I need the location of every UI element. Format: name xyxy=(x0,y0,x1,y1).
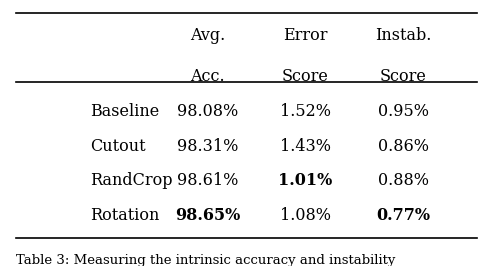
Text: RandCrop: RandCrop xyxy=(90,172,172,189)
Text: 0.86%: 0.86% xyxy=(378,138,429,155)
Text: Avg.: Avg. xyxy=(190,27,225,44)
Text: 98.08%: 98.08% xyxy=(177,103,238,120)
Text: Error: Error xyxy=(283,27,328,44)
Text: 98.65%: 98.65% xyxy=(175,206,240,223)
Text: 98.31%: 98.31% xyxy=(177,138,238,155)
Text: 1.43%: 1.43% xyxy=(280,138,331,155)
Text: Acc.: Acc. xyxy=(190,68,225,85)
Text: 1.52%: 1.52% xyxy=(280,103,331,120)
Text: Rotation: Rotation xyxy=(90,206,159,223)
Text: 0.88%: 0.88% xyxy=(378,172,429,189)
Text: Cutout: Cutout xyxy=(90,138,145,155)
Text: Score: Score xyxy=(380,68,427,85)
Text: 1.08%: 1.08% xyxy=(280,206,331,223)
Text: 98.61%: 98.61% xyxy=(177,172,238,189)
Text: 1.01%: 1.01% xyxy=(278,172,333,189)
Text: Baseline: Baseline xyxy=(90,103,159,120)
Text: Score: Score xyxy=(282,68,329,85)
Text: Table 3: Measuring the intrinsic accuracy and instability: Table 3: Measuring the intrinsic accurac… xyxy=(16,254,395,266)
Text: 0.95%: 0.95% xyxy=(378,103,429,120)
Text: Instab.: Instab. xyxy=(375,27,432,44)
Text: 0.77%: 0.77% xyxy=(376,206,430,223)
